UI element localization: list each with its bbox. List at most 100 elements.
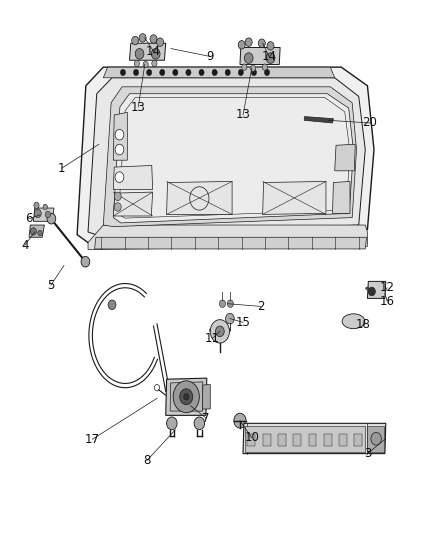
Polygon shape — [29, 225, 44, 237]
Circle shape — [226, 313, 234, 324]
Circle shape — [265, 69, 270, 76]
Circle shape — [34, 202, 39, 208]
Circle shape — [156, 38, 163, 46]
Polygon shape — [335, 144, 355, 171]
Polygon shape — [366, 287, 368, 290]
Circle shape — [114, 203, 121, 211]
Polygon shape — [166, 378, 207, 415]
Polygon shape — [202, 384, 210, 409]
Polygon shape — [245, 426, 365, 451]
Polygon shape — [77, 67, 374, 243]
Text: 11: 11 — [205, 332, 220, 345]
Text: 14: 14 — [146, 45, 161, 58]
Polygon shape — [243, 423, 386, 454]
Circle shape — [267, 42, 274, 50]
Polygon shape — [170, 382, 203, 411]
Circle shape — [135, 49, 144, 59]
Bar — [308, 434, 316, 446]
Text: 20: 20 — [362, 117, 377, 130]
Circle shape — [45, 211, 50, 217]
Circle shape — [150, 35, 157, 43]
Polygon shape — [95, 237, 367, 249]
Bar — [263, 434, 271, 446]
Bar — [293, 434, 301, 446]
Circle shape — [120, 69, 126, 76]
Circle shape — [251, 69, 257, 76]
Text: 14: 14 — [262, 50, 277, 63]
Circle shape — [225, 69, 230, 76]
Ellipse shape — [209, 326, 230, 334]
Polygon shape — [88, 225, 367, 249]
Circle shape — [134, 69, 139, 76]
Circle shape — [114, 192, 121, 200]
Text: 18: 18 — [356, 319, 371, 332]
Circle shape — [47, 213, 56, 224]
Circle shape — [258, 39, 265, 47]
Circle shape — [234, 413, 246, 428]
Circle shape — [245, 38, 252, 46]
Text: 16: 16 — [380, 295, 395, 308]
Circle shape — [108, 300, 116, 310]
Circle shape — [266, 53, 275, 63]
Text: 10: 10 — [244, 431, 259, 444]
Circle shape — [159, 69, 165, 76]
Text: 2: 2 — [257, 300, 264, 313]
Text: 12: 12 — [380, 281, 395, 294]
Circle shape — [251, 65, 256, 71]
Polygon shape — [332, 181, 350, 213]
Text: 13: 13 — [131, 101, 146, 114]
Circle shape — [43, 204, 47, 209]
Text: 6: 6 — [25, 212, 33, 225]
Polygon shape — [263, 181, 326, 214]
Circle shape — [368, 287, 375, 296]
Circle shape — [115, 172, 124, 182]
Circle shape — [186, 69, 191, 76]
Circle shape — [139, 34, 146, 42]
Circle shape — [238, 41, 245, 49]
Circle shape — [38, 230, 42, 236]
Bar — [324, 434, 332, 446]
Circle shape — [115, 130, 124, 140]
Circle shape — [262, 64, 268, 70]
Polygon shape — [113, 112, 127, 160]
Text: 5: 5 — [47, 279, 55, 292]
Polygon shape — [367, 281, 386, 298]
Circle shape — [34, 209, 41, 217]
Text: 17: 17 — [85, 433, 100, 446]
Circle shape — [132, 36, 139, 45]
Circle shape — [147, 69, 152, 76]
Circle shape — [371, 432, 381, 445]
Bar — [278, 434, 286, 446]
Circle shape — [134, 60, 140, 67]
Circle shape — [210, 320, 230, 343]
Circle shape — [215, 326, 224, 337]
Polygon shape — [166, 181, 232, 214]
Text: 13: 13 — [236, 109, 251, 122]
Text: 3: 3 — [364, 447, 371, 460]
Polygon shape — [33, 208, 54, 221]
Polygon shape — [130, 43, 166, 60]
Polygon shape — [103, 87, 357, 227]
Polygon shape — [113, 94, 353, 223]
Circle shape — [115, 144, 124, 155]
Text: 9: 9 — [207, 50, 214, 63]
Circle shape — [166, 417, 177, 430]
Circle shape — [244, 53, 253, 63]
Polygon shape — [103, 67, 335, 78]
Circle shape — [212, 69, 217, 76]
Circle shape — [173, 381, 199, 413]
Circle shape — [151, 49, 160, 59]
Bar — [339, 434, 347, 446]
Circle shape — [238, 69, 244, 76]
Bar — [354, 434, 362, 446]
Polygon shape — [304, 117, 333, 123]
Polygon shape — [240, 47, 280, 64]
Polygon shape — [88, 78, 365, 236]
Ellipse shape — [342, 314, 365, 329]
Polygon shape — [113, 192, 152, 216]
Polygon shape — [367, 426, 384, 451]
Circle shape — [194, 417, 205, 430]
Text: 1: 1 — [58, 161, 66, 175]
Circle shape — [143, 61, 148, 68]
Circle shape — [227, 300, 233, 308]
